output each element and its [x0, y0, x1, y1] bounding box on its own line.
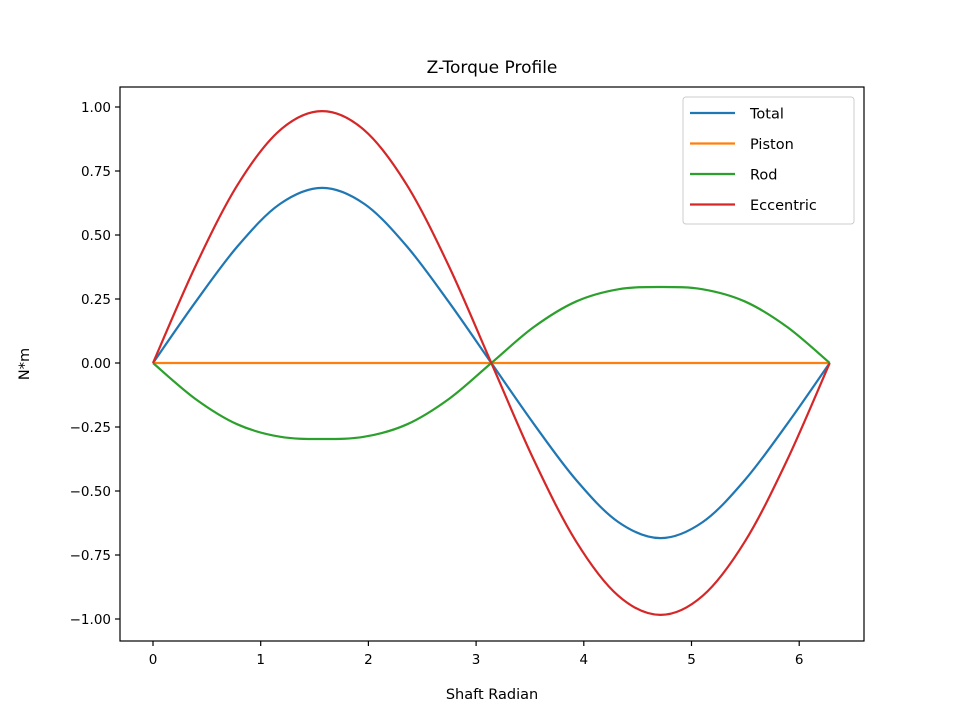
chart-title: Z-Torque Profile: [427, 58, 558, 78]
y-tick-label: −0.50: [70, 484, 111, 500]
y-tick-label: −0.25: [70, 420, 111, 436]
y-tick-label: −0.75: [70, 548, 111, 564]
y-axis: 1.00 0.75 0.50 0.25 0.00 −0.25 −0.50 −0.75 −1.00: [70, 100, 120, 628]
y-tick-label: 0.75: [81, 164, 111, 180]
legend-label: Rod: [750, 168, 778, 184]
legend: Total Piston Rod Eccentric: [682, 96, 855, 225]
plot-lines: [151, 109, 831, 617]
y-tick-label: 0.00: [81, 356, 111, 372]
x-axis: 0 1 2 3 4 5 6: [149, 641, 804, 668]
legend-label: Piston: [750, 137, 794, 153]
y-tick-label: 0.25: [81, 292, 111, 308]
y-axis-label: N*m: [17, 348, 33, 380]
x-tick-label: 4: [580, 652, 589, 668]
legend-label: Total: [749, 107, 784, 123]
y-tick-label: −1.00: [70, 612, 111, 628]
series-line-eccentric: [151, 109, 831, 617]
y-tick-label: 1.00: [81, 100, 111, 116]
x-tick-label: 1: [256, 652, 265, 668]
x-tick-label: 3: [472, 652, 481, 668]
plot-frame: [119, 86, 865, 642]
y-tick-label: 0.50: [81, 228, 111, 244]
legend-label: Eccentric: [750, 198, 817, 214]
x-tick-label: 5: [687, 652, 696, 668]
x-tick-label: 2: [364, 652, 373, 668]
x-tick-label: 6: [795, 652, 804, 668]
x-axis-label: Shaft Radian: [446, 687, 538, 703]
x-tick-label: 0: [149, 652, 158, 668]
